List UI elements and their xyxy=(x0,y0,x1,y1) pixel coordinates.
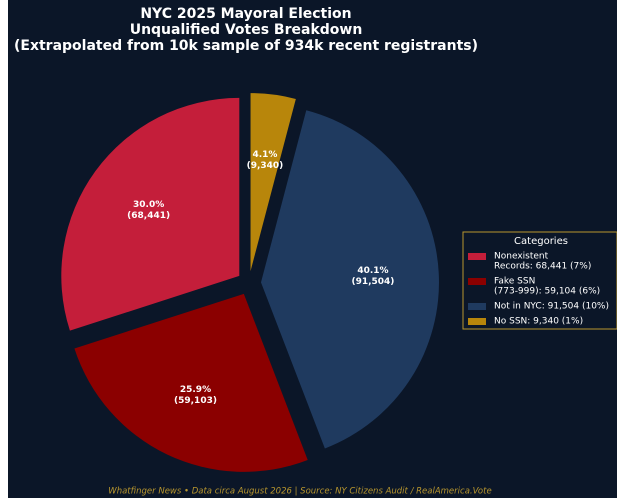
value-label: (91,504) xyxy=(351,277,394,287)
chart-title: Unqualified Votes Breakdown xyxy=(130,22,363,38)
value-label: (9,340) xyxy=(247,161,284,171)
legend-label: Fake SSN xyxy=(494,277,535,287)
legend-title: Categories xyxy=(514,236,568,247)
legend-label: Nonexistent xyxy=(494,252,549,262)
chart-title: NYC 2025 Mayoral Election xyxy=(140,6,351,22)
chart-title: (Extrapolated from 10k sample of 934k re… xyxy=(14,38,478,54)
legend-swatch xyxy=(468,318,486,325)
value-label: 40.1% xyxy=(357,266,388,276)
legend-label: No SSN: 9,340 (1%) xyxy=(494,317,583,327)
value-label: 4.1% xyxy=(252,150,277,160)
legend-box xyxy=(462,231,617,330)
value-label: 25.9% xyxy=(180,385,211,395)
legend-swatch xyxy=(468,303,486,310)
legend-label: Records: 68,441 (7%) xyxy=(494,262,591,272)
legend-label: (773-999): 59,104 (6%) xyxy=(494,287,600,297)
value-label: (68,441) xyxy=(127,211,170,221)
pie-slice xyxy=(250,93,296,272)
value-label: (59,103) xyxy=(174,396,217,406)
pie-slice xyxy=(260,110,439,449)
value-label: 30.0% xyxy=(133,200,164,210)
pie-slice xyxy=(74,293,308,472)
footer: Whatfinger News • Data circa August 2026… xyxy=(108,487,491,497)
pie-slice xyxy=(61,97,240,331)
legend-swatch xyxy=(468,278,486,285)
legend-swatch xyxy=(468,253,486,260)
legend-label: Not in NYC: 91,504 (10%) xyxy=(494,302,609,312)
